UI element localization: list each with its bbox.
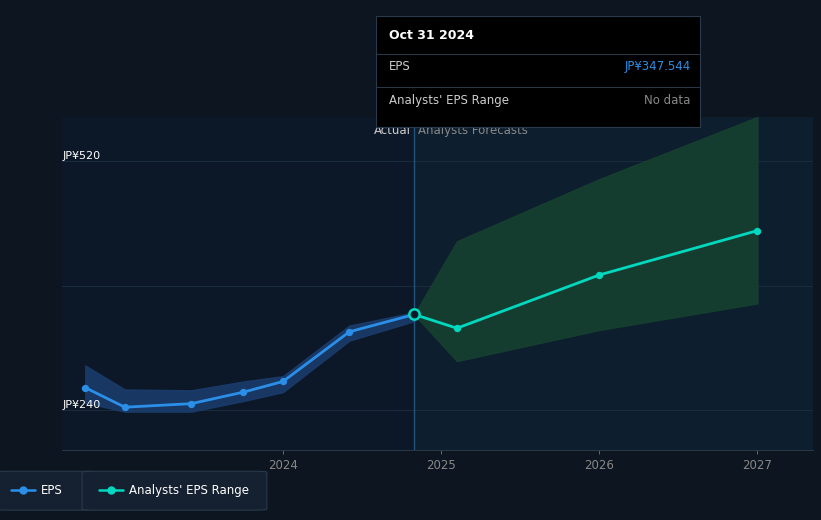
Point (408, 310, 421, 319)
Text: JP¥520: JP¥520 (62, 151, 100, 161)
Point (451, 324, 464, 332)
Text: Analysts' EPS Range: Analysts' EPS Range (389, 94, 509, 107)
Bar (62, 117, 415, 450)
Point (408, 310, 421, 319)
Text: JP¥347.544: JP¥347.544 (624, 60, 690, 73)
Point (343, 328, 356, 336)
Text: EPS: EPS (41, 484, 62, 497)
Point (751, 226, 764, 235)
Text: Actual: Actual (374, 124, 410, 137)
FancyBboxPatch shape (82, 471, 267, 510)
Text: Oct 31 2024: Oct 31 2024 (389, 29, 474, 42)
Point (237, 388, 250, 396)
Point (79, 384, 92, 392)
Point (593, 271, 606, 279)
Text: JP¥240: JP¥240 (62, 400, 101, 410)
Point (118, 403, 131, 411)
Text: EPS: EPS (389, 60, 410, 73)
Text: Analysts' EPS Range: Analysts' EPS Range (129, 484, 249, 497)
Point (277, 378, 290, 386)
Point (185, 399, 198, 408)
FancyBboxPatch shape (0, 471, 97, 510)
Text: No data: No data (644, 94, 690, 107)
Text: Analysts Forecasts: Analysts Forecasts (418, 124, 528, 137)
